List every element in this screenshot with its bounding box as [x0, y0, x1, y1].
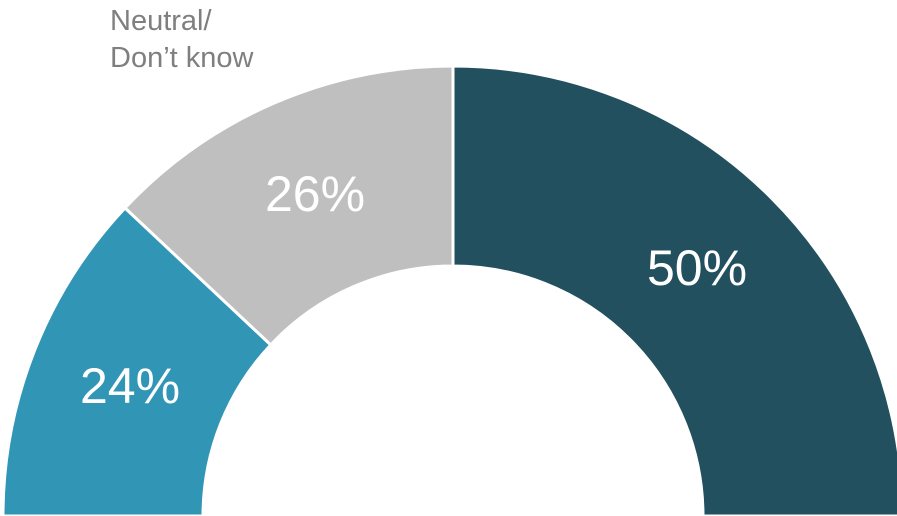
slice-label-50: 50% [647, 240, 747, 296]
slice-50 [451, 64, 897, 516]
category-label-line-2: Don’t know [110, 42, 255, 74]
slice-label-24: 24% [80, 358, 180, 414]
slice-label-26: 26% [265, 166, 365, 222]
category-label-line-1: Neutral/ [110, 5, 212, 37]
category-label-neutral: Neutral/ Don’t know [110, 5, 255, 74]
slice-24 [1, 205, 273, 516]
slice-26 [122, 64, 455, 347]
